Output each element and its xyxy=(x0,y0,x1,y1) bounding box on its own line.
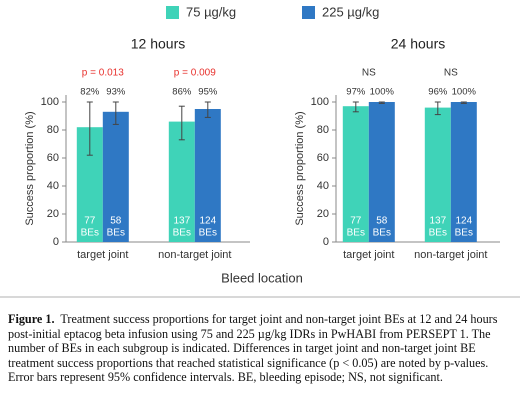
y-tick-label: 80 xyxy=(317,124,329,136)
count-unit: BEs xyxy=(347,228,365,239)
legend-label: 225 µg/kg xyxy=(322,4,379,19)
bar xyxy=(102,111,129,242)
bar xyxy=(424,107,451,242)
value-label: 100% xyxy=(452,87,477,98)
count-unit: BEs xyxy=(429,228,447,239)
chart-title: 24 hours xyxy=(391,36,445,52)
count-unit: BEs xyxy=(173,228,191,239)
y-tick-label: 40 xyxy=(47,180,59,192)
chart: 75 µg/kg 225 µg/kg Bleed location 12 hou… xyxy=(0,4,520,298)
x-tick-label: target joint xyxy=(343,249,394,261)
legend-swatch xyxy=(302,6,315,19)
count-label: 58 xyxy=(376,216,388,227)
annotation: p = 0.013 xyxy=(82,68,124,79)
caption-label: Figure 1. xyxy=(8,312,55,326)
legend-swatch xyxy=(166,6,179,19)
value-label: 86% xyxy=(172,87,192,98)
y-tick-label: 60 xyxy=(47,152,59,164)
value-label: 95% xyxy=(198,87,218,98)
value-label: 82% xyxy=(80,87,100,98)
count-label: 137 xyxy=(173,216,190,227)
value-label: 96% xyxy=(428,87,448,98)
y-tick-label: 100 xyxy=(311,96,329,108)
y-tick-label: 80 xyxy=(47,124,59,136)
count-label: 137 xyxy=(429,216,446,227)
count-unit: BEs xyxy=(373,228,391,239)
y-tick-label: 40 xyxy=(317,180,329,192)
legend-label: 75 µg/kg xyxy=(186,4,236,19)
count-label: 124 xyxy=(455,216,472,227)
bar xyxy=(450,102,477,242)
y-tick-label: 20 xyxy=(47,208,59,220)
bar xyxy=(194,109,221,242)
count-unit: BEs xyxy=(199,228,217,239)
x-tick-label: non-target joint xyxy=(158,249,231,261)
y-axis-label: Success proportion (%) xyxy=(294,111,306,225)
annotation: NS xyxy=(444,68,458,79)
count-label: 77 xyxy=(84,216,96,227)
count-unit: BEs xyxy=(81,228,99,239)
y-tick-label: 100 xyxy=(41,96,59,108)
y-tick-label: 0 xyxy=(323,236,329,248)
count-unit: BEs xyxy=(455,228,473,239)
bar xyxy=(168,121,195,242)
x-tick-label: non-target joint xyxy=(414,249,487,261)
bar xyxy=(368,102,395,242)
count-label: 124 xyxy=(199,216,216,227)
y-tick-label: 0 xyxy=(53,236,59,248)
count-unit: BEs xyxy=(107,228,125,239)
bar xyxy=(342,106,369,242)
value-label: 97% xyxy=(346,87,366,98)
annotation: p = 0.009 xyxy=(174,68,216,79)
count-label: 58 xyxy=(110,216,122,227)
y-tick-label: 60 xyxy=(317,152,329,164)
annotation: NS xyxy=(362,68,376,79)
x-tick-label: target joint xyxy=(77,249,128,261)
caption-text: Treatment success proportions for target… xyxy=(8,312,498,384)
chart-title: 12 hours xyxy=(131,36,185,52)
caption: Figure 1. Treatment success proportions … xyxy=(8,312,514,385)
value-label: 93% xyxy=(106,87,126,98)
y-tick-label: 20 xyxy=(317,208,329,220)
value-label: 100% xyxy=(370,87,395,98)
x-axis-label: Bleed location xyxy=(221,270,303,285)
count-label: 77 xyxy=(350,216,362,227)
y-axis-label: Success proportion (%) xyxy=(24,111,36,225)
